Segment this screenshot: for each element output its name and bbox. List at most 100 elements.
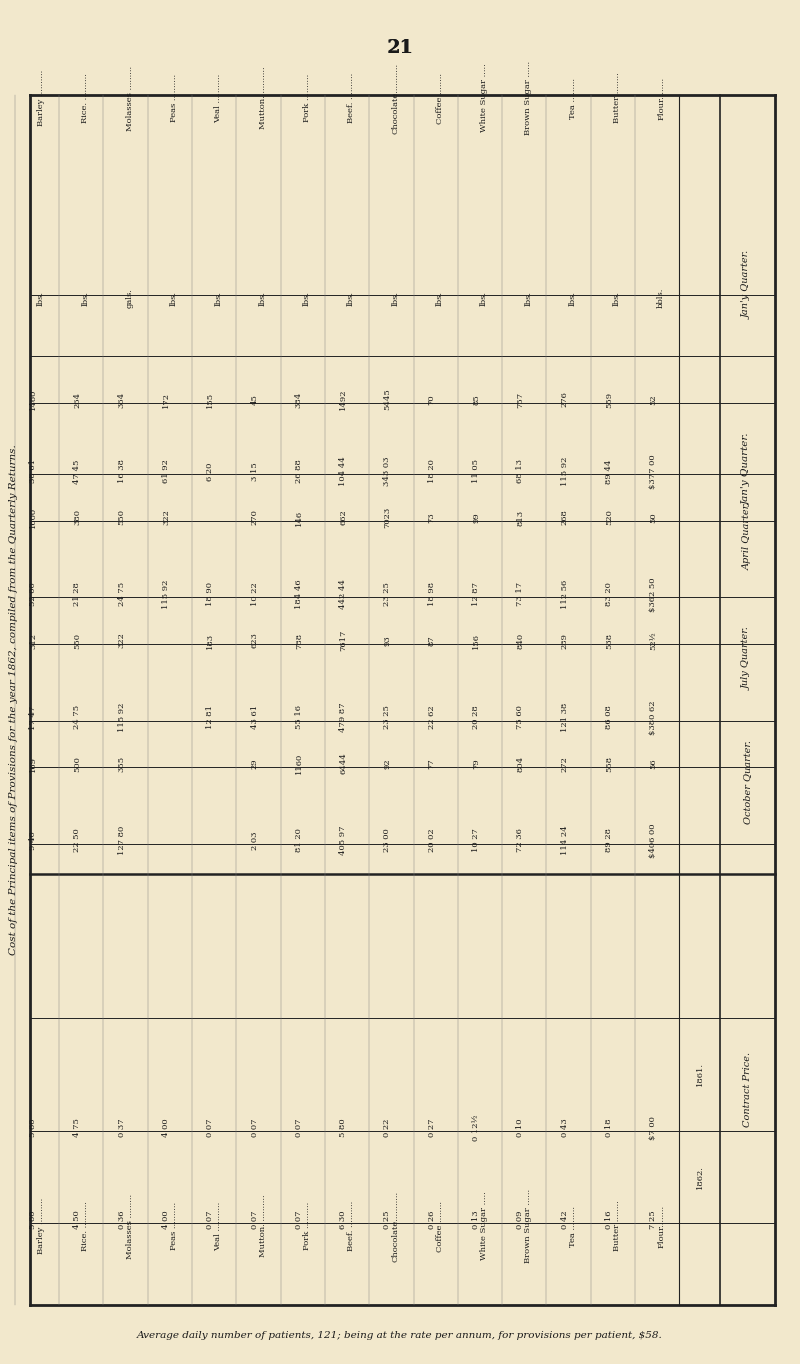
Text: 0 10: 0 10	[516, 1118, 524, 1136]
Text: 0 13: 0 13	[472, 1211, 480, 1229]
Text: 623: 623	[250, 633, 258, 648]
Text: 355: 355	[118, 756, 126, 772]
Text: $406 00: $406 00	[650, 824, 658, 858]
Text: 22 50: 22 50	[74, 828, 82, 852]
Text: 38 61: 38 61	[29, 460, 37, 483]
Text: 79: 79	[472, 758, 480, 769]
Text: 17 47: 17 47	[29, 705, 37, 730]
Text: 172: 172	[162, 391, 170, 408]
Text: 500: 500	[74, 756, 82, 772]
Text: 7023: 7023	[383, 507, 391, 528]
Text: 0 07: 0 07	[206, 1118, 214, 1136]
Text: 1862.: 1862.	[695, 1165, 703, 1189]
Text: 559: 559	[605, 391, 613, 408]
Text: Veal ...........: Veal ...........	[214, 1202, 222, 1251]
Text: 21: 21	[387, 40, 413, 57]
Text: 312: 312	[29, 633, 37, 648]
Text: 0 07: 0 07	[250, 1118, 258, 1136]
Text: 7 25: 7 25	[650, 1211, 658, 1229]
Text: 538: 538	[605, 633, 613, 649]
Text: Rice. ..........: Rice. ..........	[82, 74, 90, 123]
Text: Tea .........: Tea .........	[569, 78, 577, 119]
Text: Butter ........: Butter ........	[613, 1200, 621, 1251]
Text: lbs.: lbs.	[569, 291, 577, 306]
Text: 43 61: 43 61	[250, 705, 258, 730]
Text: 662: 662	[339, 510, 347, 525]
Text: 20 28: 20 28	[472, 705, 480, 730]
Text: lbs.: lbs.	[613, 291, 621, 306]
Text: 10 22: 10 22	[250, 582, 258, 606]
Text: Brown Sugar ......: Brown Sugar ......	[524, 1189, 532, 1263]
Text: 18 20: 18 20	[428, 460, 436, 483]
Text: Beef. ..........: Beef. ..........	[347, 1200, 355, 1251]
Text: lbs.: lbs.	[436, 291, 444, 306]
Text: Average daily number of patients, 121; being at the rate per annum, for provisio: Average daily number of patients, 121; b…	[137, 1330, 663, 1339]
Text: 1861.: 1861.	[695, 1063, 703, 1086]
Text: 384: 384	[295, 391, 303, 408]
Text: 20 02: 20 02	[428, 829, 436, 852]
Text: Flour........: Flour........	[658, 76, 666, 120]
Text: 10 27: 10 27	[472, 828, 480, 852]
Text: 72 36: 72 36	[516, 828, 524, 852]
Text: 183: 183	[206, 633, 214, 649]
Text: 85: 85	[472, 394, 480, 405]
Text: 61 92: 61 92	[162, 460, 170, 483]
Text: 0 07: 0 07	[250, 1211, 258, 1229]
Text: 0 43: 0 43	[561, 1118, 569, 1138]
Text: Peas ..........: Peas ..........	[170, 74, 178, 123]
Text: 4 50: 4 50	[74, 1210, 82, 1229]
Text: 52 00: 52 00	[29, 582, 37, 606]
Text: Molasses .........: Molasses .........	[126, 65, 134, 131]
Text: 550: 550	[74, 633, 82, 648]
Text: 405 97: 405 97	[339, 825, 347, 855]
Text: 322: 322	[118, 633, 126, 648]
Text: 156: 156	[472, 633, 480, 648]
Text: Butter ........: Butter ........	[613, 72, 621, 124]
Text: 93: 93	[383, 636, 391, 647]
Text: Cost of the Principal items of Provisions for the year 1862, compiled from the Q: Cost of the Principal items of Provision…	[10, 445, 18, 955]
Text: 11 05: 11 05	[472, 460, 480, 483]
Text: 4 75: 4 75	[74, 1118, 82, 1138]
Text: 112 56: 112 56	[561, 580, 569, 608]
Text: 104 44: 104 44	[339, 457, 347, 486]
Text: 1600: 1600	[29, 507, 37, 528]
Text: 1492: 1492	[339, 389, 347, 411]
Text: 268: 268	[561, 510, 569, 525]
Text: 6 20: 6 20	[206, 462, 214, 480]
Text: 121 38: 121 38	[561, 702, 569, 732]
Text: 45: 45	[250, 394, 258, 405]
Text: 169: 169	[29, 756, 37, 772]
Text: 0 25: 0 25	[383, 1211, 391, 1229]
Text: 75 60: 75 60	[516, 705, 524, 730]
Text: White Sugar .....: White Sugar .....	[480, 1192, 488, 1260]
Text: 115 92: 115 92	[162, 580, 170, 610]
Text: 0 12½: 0 12½	[472, 1114, 480, 1140]
Text: 89 28: 89 28	[605, 828, 613, 852]
Text: Mutton. ..........: Mutton. ..........	[258, 1195, 266, 1258]
Text: Coffee ........: Coffee ........	[436, 1200, 444, 1252]
Text: 0 22: 0 22	[383, 1118, 391, 1136]
Text: lbs.: lbs.	[170, 291, 178, 306]
Text: 0 09: 0 09	[516, 1211, 524, 1229]
Text: Jan'y Quarter.: Jan'y Quarter.	[743, 251, 752, 319]
Text: bbls.: bbls.	[658, 288, 666, 308]
Text: 0 07: 0 07	[295, 1211, 303, 1229]
Text: 276: 276	[561, 391, 569, 408]
Text: 0 07: 0 07	[206, 1211, 214, 1229]
Text: 9 40: 9 40	[29, 831, 37, 850]
Text: 6444: 6444	[339, 753, 347, 775]
Text: 2 03: 2 03	[250, 831, 258, 850]
Text: 4 00: 4 00	[162, 1118, 170, 1138]
Text: 21: 21	[386, 40, 414, 57]
Text: 68 13: 68 13	[516, 460, 524, 483]
Text: 56: 56	[650, 758, 658, 769]
Text: Mutton. ..........: Mutton. ..........	[258, 67, 266, 130]
Text: 83 20: 83 20	[605, 582, 613, 607]
Text: 99: 99	[472, 512, 480, 522]
Text: 23 25: 23 25	[383, 705, 391, 730]
Text: 114 24: 114 24	[561, 825, 569, 855]
Text: lbs.: lbs.	[391, 291, 399, 306]
Text: lbs.: lbs.	[347, 291, 355, 306]
Text: 0 26: 0 26	[428, 1211, 436, 1229]
Text: 840: 840	[516, 633, 524, 649]
